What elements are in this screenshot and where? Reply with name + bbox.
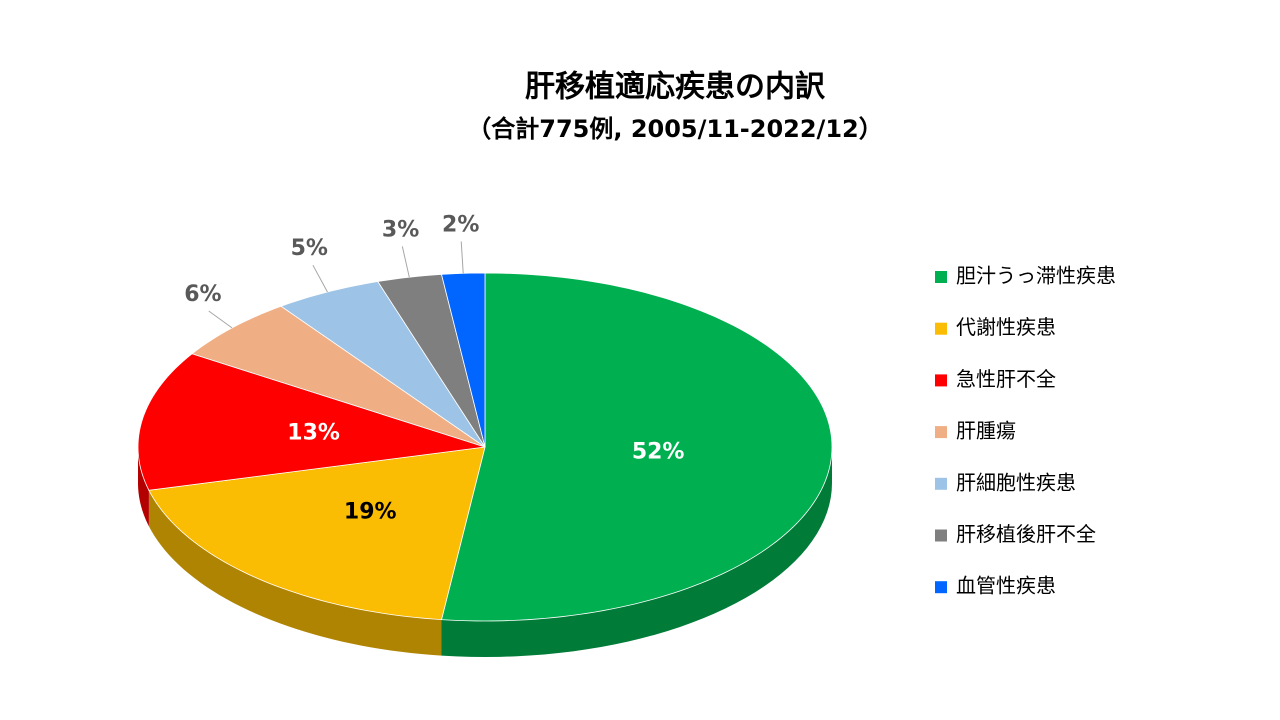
legend-swatch	[935, 322, 947, 335]
leader-line	[208, 310, 233, 329]
chart-subtitle: （合計775例, 2005/11-2022/12）	[467, 115, 882, 143]
data-label: 5%	[291, 236, 328, 261]
legend-swatch	[935, 374, 947, 387]
data-label: 52%	[632, 439, 685, 464]
pie-side	[148, 490, 442, 656]
leader-line	[460, 241, 464, 274]
pie-side	[138, 447, 149, 527]
data-label: 2%	[442, 212, 479, 237]
legend-label: 血管性疾患	[956, 574, 1056, 598]
legend-swatch	[935, 477, 947, 490]
data-label: 3%	[382, 217, 419, 242]
pie-tops	[137, 272, 833, 622]
legend-label: 急性肝不全	[956, 367, 1056, 391]
leader-line	[401, 246, 410, 278]
pie-slice	[280, 281, 486, 448]
pie-slice	[137, 353, 486, 491]
chart-title: 肝移植適応疾患の内訳	[525, 70, 826, 105]
pie-side	[441, 447, 832, 657]
legend-label: 肝細胞性疾患	[956, 470, 1076, 494]
legend-label: 胆汁うっ滞性疾患	[956, 264, 1116, 288]
legend-swatch	[935, 529, 947, 542]
legend-swatch	[935, 581, 947, 594]
legend-label: 肝腫瘍	[956, 419, 1016, 443]
pie-slice	[191, 305, 486, 448]
leader-line	[312, 264, 328, 293]
data-label: 13%	[287, 420, 340, 445]
pie-sides	[138, 447, 832, 657]
legend-swatch	[935, 426, 947, 439]
pie-slice	[441, 272, 833, 622]
legend-label: 代謝性疾患	[956, 315, 1056, 339]
data-label: 19%	[344, 499, 397, 524]
legend-label: 肝移植後肝不全	[956, 522, 1096, 546]
data-label: 6%	[184, 282, 221, 307]
legend-swatch	[935, 271, 947, 283]
pie-slice	[148, 446, 486, 621]
